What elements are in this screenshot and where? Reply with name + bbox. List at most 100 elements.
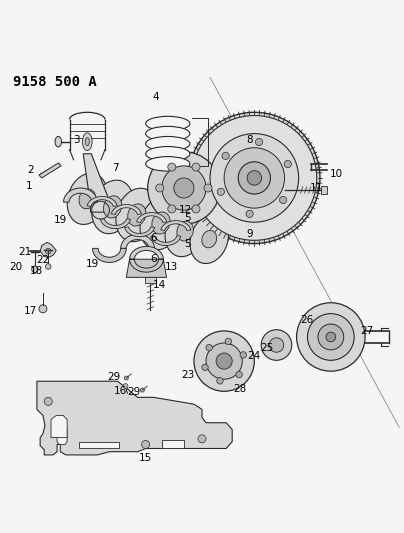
Text: 22: 22	[36, 255, 50, 265]
Text: 5: 5	[185, 213, 191, 223]
Polygon shape	[83, 154, 111, 212]
Polygon shape	[137, 213, 167, 222]
Polygon shape	[39, 163, 61, 178]
Ellipse shape	[140, 196, 182, 250]
Circle shape	[198, 435, 206, 443]
Polygon shape	[124, 227, 155, 237]
Circle shape	[124, 376, 128, 380]
Circle shape	[224, 148, 284, 208]
Text: 3: 3	[73, 135, 80, 144]
Circle shape	[142, 440, 149, 448]
Circle shape	[192, 163, 200, 171]
Circle shape	[217, 188, 225, 196]
Text: 23: 23	[181, 370, 195, 380]
Text: 19: 19	[54, 215, 67, 225]
Circle shape	[217, 377, 223, 384]
Circle shape	[297, 303, 365, 371]
Polygon shape	[79, 442, 120, 448]
Ellipse shape	[55, 136, 61, 147]
Circle shape	[206, 344, 213, 351]
Circle shape	[202, 364, 208, 370]
Text: 5: 5	[185, 239, 191, 249]
Ellipse shape	[145, 157, 190, 171]
Circle shape	[45, 248, 51, 254]
Text: 27: 27	[360, 326, 374, 336]
Text: 12: 12	[179, 205, 192, 215]
Circle shape	[225, 338, 231, 345]
Circle shape	[238, 162, 270, 194]
Text: 19: 19	[86, 260, 99, 270]
Ellipse shape	[202, 230, 217, 248]
Circle shape	[45, 264, 51, 269]
Ellipse shape	[82, 133, 92, 150]
Circle shape	[261, 330, 292, 360]
Text: 10: 10	[330, 169, 343, 179]
Text: 16: 16	[114, 386, 127, 397]
Circle shape	[39, 305, 47, 313]
Polygon shape	[145, 277, 156, 282]
Circle shape	[269, 338, 284, 352]
Polygon shape	[40, 243, 56, 257]
Polygon shape	[161, 221, 191, 230]
Circle shape	[156, 184, 164, 192]
Text: 4: 4	[152, 92, 159, 102]
Circle shape	[174, 178, 194, 198]
Circle shape	[189, 112, 320, 244]
Circle shape	[318, 324, 344, 350]
Ellipse shape	[145, 116, 190, 131]
Text: 15: 15	[139, 453, 152, 463]
Circle shape	[307, 313, 354, 360]
Polygon shape	[151, 236, 181, 246]
Text: 24: 24	[248, 351, 261, 361]
Circle shape	[246, 210, 253, 217]
Polygon shape	[111, 205, 141, 214]
Ellipse shape	[116, 188, 158, 242]
Ellipse shape	[152, 212, 170, 234]
Circle shape	[168, 163, 176, 171]
Ellipse shape	[79, 189, 95, 209]
Ellipse shape	[145, 147, 190, 161]
Circle shape	[210, 134, 299, 222]
Text: 7: 7	[112, 163, 119, 173]
Text: 29: 29	[128, 387, 141, 397]
Ellipse shape	[85, 138, 89, 146]
Text: 11: 11	[310, 183, 323, 193]
Ellipse shape	[128, 204, 146, 226]
Text: 6: 6	[150, 254, 157, 264]
Text: 1: 1	[25, 181, 32, 191]
Circle shape	[206, 343, 242, 379]
Polygon shape	[63, 188, 97, 202]
Polygon shape	[87, 197, 117, 206]
Text: 9: 9	[246, 229, 253, 239]
Circle shape	[255, 139, 263, 146]
Text: 25: 25	[260, 343, 273, 353]
Text: 8: 8	[246, 135, 253, 144]
Circle shape	[204, 184, 212, 192]
Circle shape	[141, 388, 144, 392]
Polygon shape	[126, 259, 166, 277]
Circle shape	[326, 332, 336, 342]
Circle shape	[216, 353, 232, 369]
Ellipse shape	[190, 215, 229, 263]
Polygon shape	[162, 440, 184, 448]
Circle shape	[192, 116, 317, 240]
Ellipse shape	[103, 196, 122, 218]
Text: 6: 6	[150, 232, 157, 243]
Ellipse shape	[67, 173, 107, 224]
Circle shape	[123, 384, 128, 389]
Circle shape	[222, 152, 229, 159]
Text: 17: 17	[24, 306, 38, 316]
Text: 9158 500 A: 9158 500 A	[13, 75, 97, 89]
Text: 28: 28	[234, 384, 247, 394]
Circle shape	[240, 352, 246, 358]
Text: 21: 21	[18, 247, 32, 257]
Polygon shape	[57, 427, 67, 445]
Circle shape	[284, 160, 291, 168]
Text: 14: 14	[153, 280, 166, 289]
Circle shape	[247, 171, 261, 185]
Circle shape	[147, 152, 220, 224]
Circle shape	[192, 205, 200, 213]
Ellipse shape	[92, 180, 134, 233]
Text: 2: 2	[27, 165, 34, 175]
Circle shape	[236, 372, 242, 378]
